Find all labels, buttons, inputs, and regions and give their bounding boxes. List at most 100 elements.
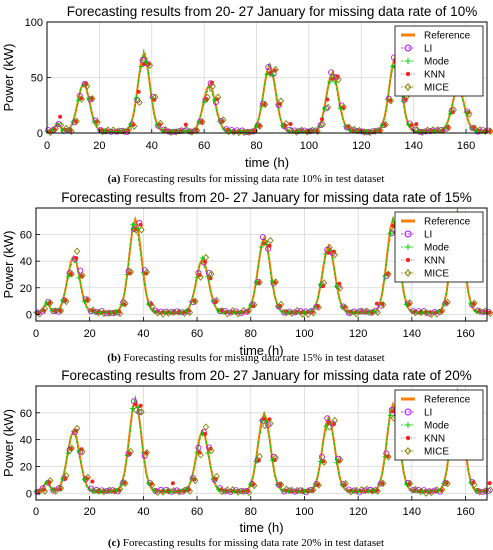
series-mice-marker: [406, 299, 414, 307]
series-mice-marker: [438, 306, 446, 315]
series-mice-marker: [282, 120, 290, 128]
legend-symbol-mode: [405, 422, 411, 428]
x-tick-label: 140: [404, 140, 422, 152]
series-li-marker: [259, 234, 266, 241]
series-mice-marker: [83, 82, 91, 90]
chart-title: Forecasting results from 20- 27 January …: [67, 4, 477, 19]
legend-label-knn: KNN: [424, 256, 445, 267]
chart-title: Forecasting results from 20- 27 January …: [61, 190, 471, 205]
series-mice-marker: [116, 485, 124, 493]
series-knn-marker: [419, 129, 424, 134]
series-mode-marker: [133, 95, 139, 101]
series-knn-marker: [471, 125, 476, 130]
series-knn-marker: [235, 489, 240, 494]
series-knn-marker: [439, 309, 444, 314]
series-mice-marker: [310, 486, 317, 494]
series-mice-marker: [94, 118, 101, 126]
series-mice-marker: [143, 448, 151, 457]
series-mode-marker: [65, 274, 71, 280]
x-tick-label: 20: [84, 506, 96, 518]
series-mice-marker: [208, 270, 215, 278]
x-tick-label: 60: [191, 506, 203, 518]
series-mice-marker: [261, 100, 269, 109]
series-mice-marker: [379, 479, 387, 488]
series-knn-marker: [326, 250, 331, 255]
series-mice-marker: [149, 302, 156, 310]
series-mice-marker: [57, 121, 65, 129]
y-axis-label: Power (kW): [1, 409, 16, 477]
legend-label-mice: MICE: [424, 447, 449, 458]
series-mice-marker: [374, 308, 381, 317]
series-mice-marker: [267, 236, 274, 245]
series-mice-marker: [272, 278, 279, 286]
series-mice-marker: [143, 268, 151, 276]
x-tick-label: 0: [33, 506, 39, 518]
legend-label-knn: KNN: [424, 434, 445, 445]
series-mice-marker: [444, 479, 451, 488]
series-mice-marker: [131, 122, 138, 130]
series-mice-marker: [450, 106, 457, 114]
series-mice-marker: [342, 480, 349, 488]
series-li-marker: [77, 267, 84, 274]
y-tick-label: 40: [20, 435, 32, 447]
series-knn-marker: [346, 124, 351, 129]
series-mice-marker: [41, 487, 49, 495]
series-mice-marker: [68, 444, 75, 452]
x-tick-label: 160: [456, 506, 474, 518]
legend-label-li: LI: [424, 230, 432, 241]
series-knn-marker: [289, 310, 294, 315]
caption-prefix: (b): [107, 352, 123, 364]
y-tick-label: 0: [37, 128, 43, 140]
x-tick-label: 120: [352, 140, 370, 152]
series-mice-marker: [209, 82, 216, 90]
series-knn-marker: [79, 96, 84, 101]
x-tick-label: 140: [403, 506, 421, 518]
legend-label-mode: Mode: [424, 57, 449, 68]
series-li-marker: [318, 453, 325, 460]
series-mode-marker: [387, 412, 393, 418]
legend-symbol-knn: [405, 435, 411, 441]
series-mice-marker: [336, 455, 344, 464]
y-axis-label: Power (kW): [1, 231, 16, 299]
series-mice-marker: [73, 424, 81, 433]
series-knn-marker: [63, 476, 68, 481]
x-tick-label: 80: [245, 506, 257, 518]
legend: Reference LI Mode KNN MICE: [394, 389, 484, 461]
series-knn-marker: [183, 122, 188, 127]
series-mice-marker: [245, 306, 253, 315]
x-tick-label: 0: [33, 328, 39, 340]
series-knn-marker: [106, 489, 111, 494]
legend-label-mice: MICE: [424, 269, 449, 280]
series-mice-marker: [466, 110, 473, 118]
series-mice-marker: [186, 487, 194, 495]
legend-label-reference: Reference: [424, 31, 471, 42]
series-mice-marker: [385, 453, 392, 461]
series-li-marker: [265, 64, 272, 71]
series-mice-marker: [412, 485, 419, 494]
series-li-marker: [328, 69, 335, 76]
series-knn-marker: [149, 481, 154, 486]
legend-symbol-li: [404, 408, 412, 416]
caption-prefix: (c): [108, 537, 123, 549]
series-mode-marker: [138, 64, 144, 70]
series-li-marker: [411, 126, 418, 133]
series-mice-marker: [387, 97, 395, 105]
series-knn-marker: [320, 117, 324, 122]
series-mice-marker: [374, 487, 381, 495]
y-tick-label: 0: [26, 488, 32, 500]
series-mice-marker: [208, 447, 215, 455]
series-mode-marker: [201, 99, 207, 105]
series-mice-marker: [272, 65, 279, 74]
series-knn-marker: [203, 432, 208, 437]
x-tick-label: 100: [300, 140, 318, 152]
series-mice-marker: [315, 481, 322, 489]
series-mice-marker: [125, 125, 133, 133]
series-mice-marker: [487, 486, 493, 494]
series-mice-marker: [57, 484, 65, 492]
series-knn-marker: [294, 489, 299, 494]
series-mice-marker: [379, 301, 387, 309]
series-knn-marker: [288, 122, 293, 127]
series-knn-marker: [487, 481, 492, 486]
legend-symbol-mode: [405, 58, 411, 64]
series-knn-marker: [321, 284, 326, 289]
